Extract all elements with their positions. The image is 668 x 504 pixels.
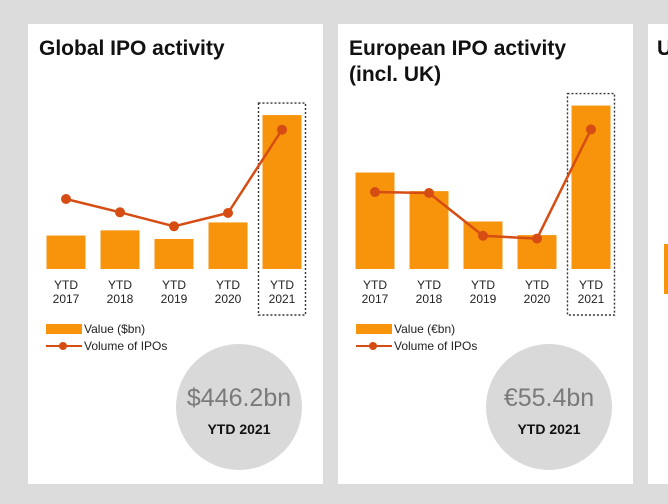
- x-tick-label: YTD: [162, 278, 186, 292]
- bar: [463, 221, 503, 269]
- highlight-circle: $446.2bn YTD 2021: [176, 344, 302, 470]
- highlight-box: [566, 92, 616, 316]
- bar-swatch: [46, 323, 82, 334]
- volume-point: [115, 207, 125, 218]
- legend-item-volume: Volume of IPOs: [46, 337, 167, 354]
- bar: [100, 230, 140, 269]
- card-title: European IPO activity (incl. UK): [349, 36, 566, 88]
- x-tick-label: 2021: [269, 292, 296, 306]
- card-title: U: [657, 37, 668, 60]
- volume-point: [532, 233, 542, 244]
- x-tick-label: 2017: [53, 292, 80, 306]
- x-tick-label: YTD: [525, 278, 549, 292]
- partial-third-card: U: [648, 24, 668, 484]
- bar: [46, 235, 86, 269]
- highlight-period: YTD 2021: [517, 421, 581, 437]
- highlight-period: YTD 2021: [207, 421, 271, 437]
- x-tick-label: YTD: [216, 278, 240, 292]
- bar: [262, 115, 302, 269]
- volume-point: [424, 188, 434, 198]
- x-tick-label: YTD: [471, 278, 495, 292]
- x-tick-label: YTD: [108, 278, 132, 292]
- legend-label: Volume of IPOs: [394, 338, 478, 353]
- x-tick-label: YTD: [54, 278, 78, 292]
- x-tick-label: 2021: [578, 292, 605, 306]
- legend-item-value: Value (€bn): [356, 320, 477, 337]
- bar: [154, 238, 194, 269]
- line-swatch: [46, 340, 82, 352]
- x-tick-label: 2019: [470, 292, 497, 306]
- x-tick-label: YTD: [417, 278, 441, 292]
- volume-point: [277, 124, 287, 135]
- legend-label: Volume of IPOs: [84, 338, 168, 353]
- highlight-value: €55.4bn: [503, 384, 595, 412]
- highlight-box: [257, 102, 307, 316]
- card-title-line2: (incl. UK): [349, 63, 442, 86]
- x-tick-label: 2018: [416, 292, 443, 306]
- volume-point: [370, 187, 380, 198]
- chart-legend: Value (€bn) Volume of IPOs: [356, 320, 477, 354]
- legend-item-volume: Volume of IPOs: [356, 337, 477, 354]
- highlight-circle: €55.4bn YTD 2021: [486, 344, 612, 470]
- chart-legend: Value ($bn) Volume of IPOs: [46, 320, 167, 354]
- partial-bar: [664, 244, 668, 294]
- global-ipo-card: Global IPO activity YTD 2017 YTD 2018 YTD 201…: [28, 24, 323, 484]
- bar: [355, 172, 395, 269]
- volume-point: [169, 221, 179, 232]
- legend-label: Value (€bn): [394, 321, 456, 336]
- x-tick-label: 2019: [161, 292, 188, 306]
- european-ipo-card: European IPO activity (incl. UK) YTD 2017…: [338, 24, 633, 484]
- card-title-line1: European IPO activity: [349, 37, 567, 60]
- highlight-value: $446.2bn: [186, 384, 292, 412]
- legend-label: Value ($bn): [84, 321, 146, 336]
- line-swatch: [356, 340, 392, 352]
- x-tick-label: 2020: [524, 292, 551, 306]
- card-title: Global IPO activity: [39, 37, 225, 60]
- x-tick-label: YTD: [270, 278, 294, 292]
- volume-point: [478, 230, 488, 241]
- bar: [208, 222, 248, 269]
- x-tick-label: 2018: [107, 292, 134, 306]
- x-tick-label: YTD: [579, 278, 603, 292]
- x-tick-label: YTD: [363, 278, 387, 292]
- legend-item-value: Value ($bn): [46, 320, 167, 337]
- volume-line: [65, 129, 284, 228]
- x-tick-label: 2020: [215, 292, 242, 306]
- x-tick-label: 2017: [362, 292, 389, 306]
- volume-point: [223, 208, 233, 218]
- volume-point: [586, 124, 596, 135]
- volume-point: [61, 194, 71, 204]
- bar-swatch: [356, 323, 392, 334]
